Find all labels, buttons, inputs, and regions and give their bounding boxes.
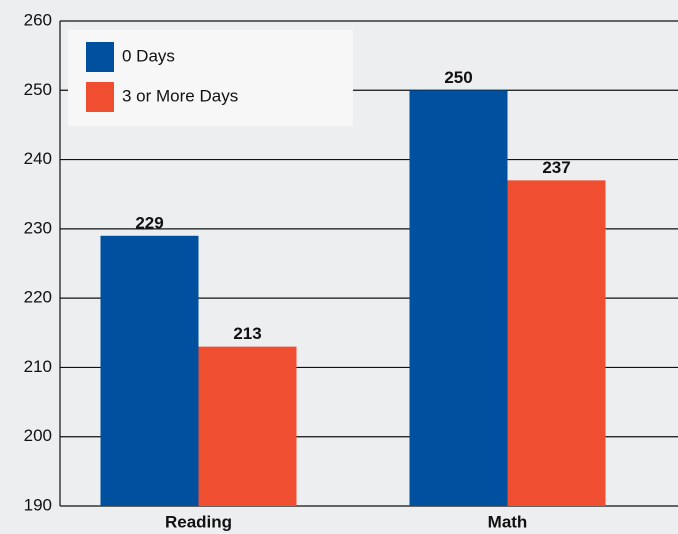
legend-label: 0 Days: [122, 46, 175, 65]
y-tick-label: 190: [24, 495, 52, 514]
value-label: 237: [542, 158, 570, 177]
legend-swatch: [86, 42, 114, 72]
y-tick-label: 220: [24, 288, 52, 307]
value-label: 250: [444, 68, 472, 87]
y-tick-label: 230: [24, 218, 52, 237]
x-tick-label: Math: [488, 512, 528, 531]
value-label: 229: [135, 213, 163, 232]
x-tick-label: Reading: [165, 512, 232, 531]
bar: [100, 235, 199, 507]
y-tick-label: 250: [24, 80, 52, 99]
legend-label: 3 or More Days: [122, 86, 238, 105]
bar: [198, 346, 297, 506]
bar: [507, 180, 606, 506]
legend-box: [68, 30, 353, 126]
value-label: 213: [233, 324, 261, 343]
bar: [409, 90, 508, 507]
legend-swatch: [86, 82, 114, 112]
y-tick-label: 200: [24, 426, 52, 445]
y-tick-label: 210: [24, 357, 52, 376]
y-tick-label: 240: [24, 149, 52, 168]
y-tick-label: 260: [24, 10, 52, 29]
